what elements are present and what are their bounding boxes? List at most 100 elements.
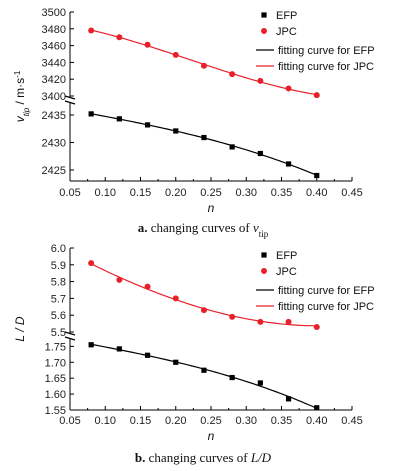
x-tick-label: 0.40: [306, 187, 327, 199]
data-point-efp: [88, 342, 94, 348]
y-tick-label: 5.7: [51, 293, 66, 305]
x-tick-label: 0.25: [200, 415, 221, 427]
data-point-efp: [116, 346, 122, 352]
fit-curve-efp: [91, 343, 317, 409]
y-axis-label: vtip / m·s-1: [13, 70, 31, 122]
data-point-jpc: [257, 77, 264, 84]
data-point-efp: [229, 144, 235, 150]
chart-b: 0.05 0.10 0.15 0.20 0.25 0.30 0.35 0.40 0.45 5.5 5…: [13, 243, 375, 465]
legend-marker-efp: [261, 252, 267, 258]
data-point-jpc: [257, 318, 264, 325]
data-point-efp: [116, 116, 122, 122]
y-tick-label: 1.60: [45, 389, 66, 401]
y-tick-label: 2430: [42, 138, 66, 150]
data-point-jpc: [229, 313, 236, 320]
data-point-efp: [88, 111, 94, 117]
data-point-jpc: [116, 276, 123, 283]
x-tick-label: 0.35: [271, 415, 292, 427]
y-tick-label: 3480: [42, 24, 66, 36]
x-tick-label: 0.20: [165, 415, 186, 427]
data-point-jpc: [88, 27, 95, 34]
axis-break-mark: [64, 95, 76, 100]
y-tick-label: 1.70: [45, 357, 66, 369]
fit-curve-efp: [91, 113, 317, 176]
axis-break-mark: [64, 100, 76, 105]
legend-label-fit-efp: fitting curve for EFP: [278, 45, 375, 57]
x-tick-label: 0.10: [95, 415, 116, 427]
y-tick-label: 1.75: [45, 341, 66, 353]
legend: EFP JPC fitting curve for EFP fitting curve…: [256, 250, 375, 313]
legend-marker-efp: [261, 12, 267, 18]
legend-label-jpc: JPC: [276, 266, 297, 278]
data-point-jpc: [144, 41, 151, 48]
data-point-efp: [257, 150, 263, 157]
data-point-jpc: [172, 295, 179, 302]
legend-label-jpc: JPC: [276, 26, 297, 38]
data-point-efp: [314, 172, 320, 179]
x-tick-label: 0.25: [200, 187, 221, 199]
figure-caption: b. changing curves of L/D: [135, 450, 272, 465]
data-point-efp: [229, 374, 235, 381]
y-tick-label: 2435: [42, 110, 66, 122]
legend-marker-jpc: [261, 28, 267, 34]
data-point-efp: [285, 396, 292, 402]
legend: EFP JPC fitting curve for EFP fitting curve…: [256, 10, 375, 73]
legend-marker-jpc: [261, 268, 267, 274]
axis-break-mark: [64, 336, 76, 341]
x-tick-label: 0.05: [59, 187, 80, 199]
y-tick-label: 3460: [42, 41, 66, 53]
x-axis-label: n: [208, 201, 215, 215]
legend-label-fit-efp: fitting curve for EFP: [278, 285, 375, 297]
x-tick-label: 0.05: [59, 415, 80, 427]
y-tick-label: 3420: [42, 74, 66, 86]
data-point-efp: [201, 367, 207, 373]
data-point-jpc: [172, 51, 179, 58]
data-point-efp: [173, 128, 179, 134]
x-tick-label: 0.35: [271, 187, 292, 199]
data-point-efp: [144, 122, 151, 128]
data-point-efp: [173, 359, 179, 365]
data-point-jpc: [200, 307, 207, 314]
y-tick-label: 1.55: [45, 405, 66, 417]
data-point-jpc: [313, 92, 320, 99]
x-tick-label: 0.30: [236, 415, 257, 427]
y-tick-label: 3400: [42, 91, 66, 103]
x-tick-label: 0.30: [236, 187, 257, 199]
y-tick-label: 5.8: [51, 277, 66, 289]
data-point-jpc: [313, 323, 320, 330]
y-tick-label: 5.6: [51, 310, 66, 322]
data-point-jpc: [285, 318, 292, 325]
data-point-jpc: [229, 71, 236, 78]
axis-break-mark: [64, 331, 76, 336]
figure-caption: a. changing curves of vtip: [138, 220, 269, 239]
legend-label-efp: EFP: [276, 10, 297, 22]
data-point-efp: [144, 352, 151, 358]
legend-label-fit-jpc: fitting curve for JPC: [278, 61, 374, 73]
y-tick-label: 3440: [42, 57, 66, 69]
data-point-jpc: [88, 260, 95, 267]
y-tick-label: 5.5: [51, 327, 66, 339]
data-point-jpc: [200, 62, 207, 69]
x-tick-label: 0.45: [341, 187, 362, 199]
data-point-efp: [285, 161, 292, 167]
y-tick-label: 2425: [42, 165, 66, 177]
y-tick-label: 1.65: [45, 373, 66, 385]
data-point-efp: [257, 380, 263, 386]
y-axis-label: L / D: [13, 316, 27, 341]
y-tick-label: 3500: [42, 7, 66, 19]
y-tick-label: 5.9: [51, 260, 66, 272]
x-tick-label: 0.10: [95, 187, 116, 199]
data-point-efp: [201, 134, 207, 141]
legend-label-fit-jpc: fitting curve for JPC: [278, 301, 374, 313]
x-axis-label: n: [208, 429, 215, 443]
y-tick-label: 6.0: [51, 243, 66, 255]
legend-label-efp: EFP: [276, 250, 297, 262]
x-tick-label: 0.15: [130, 415, 151, 427]
x-tick-label: 0.40: [306, 415, 327, 427]
data-point-jpc: [144, 283, 151, 290]
x-tick-label: 0.15: [130, 187, 151, 199]
data-point-efp: [314, 405, 320, 411]
chart-a: 0.05 0.10 0.15 0.20 0.25 0.30 0.35 0.40 0.45 3400…: [13, 7, 375, 239]
data-point-jpc: [285, 85, 292, 92]
